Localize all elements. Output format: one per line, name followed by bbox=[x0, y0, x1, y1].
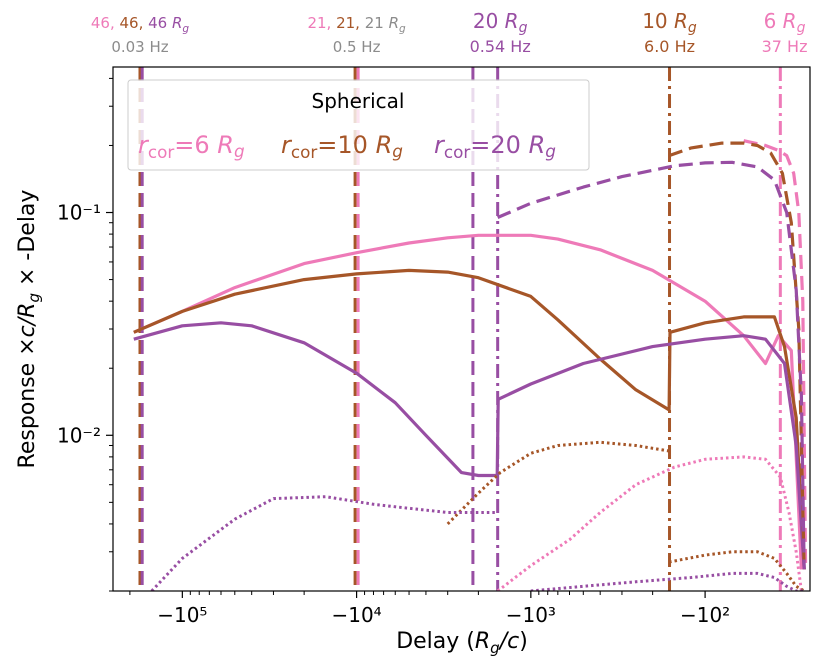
legend-entry-r20: rcor=20 Rg​ bbox=[434, 131, 556, 162]
top-annotation-freq-2: 0.54 Hz bbox=[470, 37, 531, 56]
top-annotation-freq-0: 0.03 Hz bbox=[111, 38, 168, 56]
legend-title: Spherical bbox=[312, 89, 405, 113]
series-7 bbox=[446, 440, 670, 525]
x-tick-label-3: −10² bbox=[680, 603, 730, 627]
x-axis-label: Delay (Rg/c) bbox=[396, 629, 528, 657]
series-3 bbox=[743, 139, 808, 570]
series-1 bbox=[133, 268, 806, 570]
series-10 bbox=[530, 571, 805, 591]
x-tick-label-1: −10⁴ bbox=[331, 603, 381, 627]
top-annotation-freq-4: 37 Hz bbox=[762, 37, 808, 56]
legend-frame bbox=[127, 79, 590, 171]
top-annotation-freq-1: 0.5 Hz bbox=[333, 38, 381, 56]
x-tick-label-2: −10³ bbox=[506, 603, 556, 627]
legend: Spherical rcor=6 Rg​ rcor=10 Rg​ rcor=20… bbox=[127, 79, 590, 171]
y-tick-label-1: 10⁻² bbox=[57, 423, 101, 447]
legend-entry-r10: rcor=10 Rg​ bbox=[281, 131, 403, 162]
top-annotation-3: 10 Rg​ bbox=[642, 9, 697, 36]
top-annotation-0: 46, 46, 46 Rg​ bbox=[91, 14, 190, 35]
top-annotation-1: 21, 21, 21 Rg​ bbox=[307, 14, 406, 35]
series-2 bbox=[133, 321, 806, 570]
top-annotation-freq-3: 6.0 Hz bbox=[644, 37, 695, 56]
series-6 bbox=[496, 455, 803, 591]
top-annotation-4: 6 Rg​ bbox=[764, 9, 806, 36]
top-annotation-2: 20 Rg​ bbox=[473, 9, 528, 36]
x-tick-label-0: −10⁵ bbox=[157, 603, 207, 627]
y-tick-label-0: 10⁻¹ bbox=[57, 201, 101, 225]
series-9 bbox=[150, 495, 498, 591]
legend-entry-r6: rcor=6 Rg​ bbox=[138, 131, 245, 162]
series-5 bbox=[497, 160, 806, 570]
y-axis-label: Response ×c/Rg × -Delay bbox=[15, 190, 43, 469]
series-lines bbox=[133, 139, 808, 591]
axis-ticks: −10⁵ −10⁴ −10³ −10² 10⁻¹ 10⁻² bbox=[57, 77, 730, 627]
series-8 bbox=[668, 550, 805, 591]
series-0 bbox=[133, 233, 803, 570]
top-annotations: 46, 46, 46 Rg​ 0.03 Hz 21, 21, 21 Rg​ 0.5 H… bbox=[91, 9, 808, 56]
